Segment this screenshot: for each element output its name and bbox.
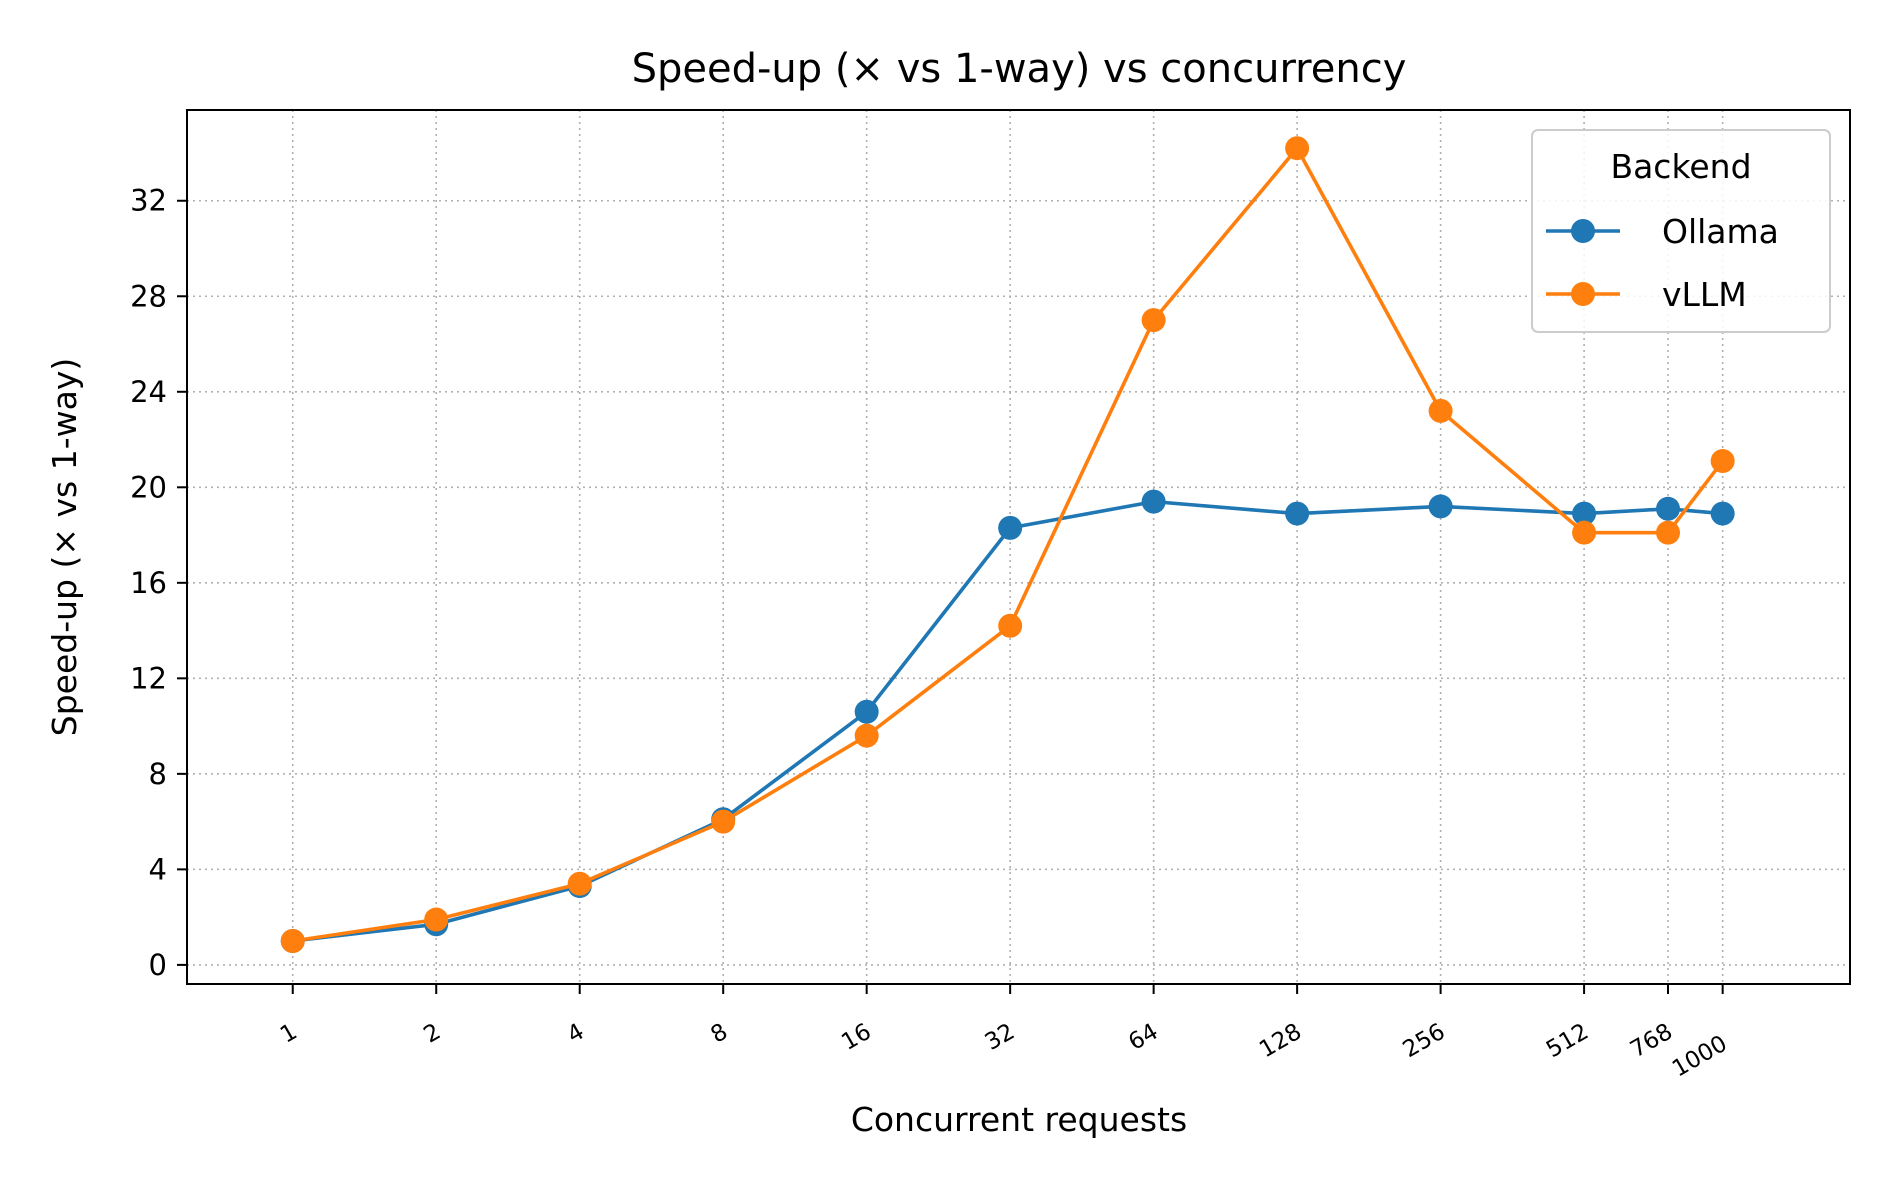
y-tick-label: 20 bbox=[130, 470, 167, 504]
chart-title: Speed-up (× vs 1-way) vs concurrency bbox=[632, 46, 1407, 92]
y-tick-label: 12 bbox=[130, 661, 167, 695]
data-point-ollama bbox=[1141, 489, 1166, 514]
data-point-ollama bbox=[1428, 494, 1453, 519]
legend: Backend Ollama vLLM bbox=[1531, 129, 1831, 333]
y-tick-label: 32 bbox=[130, 184, 167, 218]
y-tick-label: 28 bbox=[130, 279, 167, 313]
data-point-ollama bbox=[1285, 501, 1310, 526]
legend-marker-ollama bbox=[1571, 219, 1595, 243]
y-tick-label: 4 bbox=[149, 852, 167, 886]
legend-items: Ollama vLLM bbox=[1546, 212, 1779, 314]
y-tick-label: 24 bbox=[130, 375, 167, 409]
data-point-ollama bbox=[1656, 496, 1681, 521]
y-axis-label: Speed-up (× vs 1-way) bbox=[45, 358, 84, 736]
legend-label-ollama: Ollama bbox=[1662, 212, 1779, 251]
data-point-ollama bbox=[854, 699, 879, 724]
series-line-ollama bbox=[292, 499, 1723, 943]
data-point-vllm bbox=[1141, 308, 1166, 333]
data-point-ollama bbox=[1572, 501, 1597, 526]
x-axis-label: Concurrent requests bbox=[851, 1100, 1187, 1139]
data-point-ollama bbox=[1710, 501, 1735, 526]
series-layer bbox=[280, 136, 1735, 954]
data-point-vllm bbox=[567, 871, 592, 896]
data-point-vllm bbox=[1572, 520, 1597, 545]
data-point-vllm bbox=[1656, 520, 1681, 545]
data-point-vllm bbox=[424, 907, 449, 932]
data-point-vllm bbox=[711, 809, 736, 834]
legend-box bbox=[1531, 129, 1831, 333]
plot-frame bbox=[186, 109, 1851, 985]
data-point-vllm bbox=[1710, 449, 1735, 474]
data-point-vllm bbox=[854, 723, 879, 748]
y-tick-label: 16 bbox=[130, 566, 167, 600]
series-line-vllm bbox=[292, 146, 1725, 943]
data-point-vllm bbox=[1285, 136, 1310, 161]
y-tick-label: 0 bbox=[149, 948, 167, 982]
legend-marker-vllm bbox=[1571, 282, 1595, 306]
legend-label-vllm: vLLM bbox=[1662, 275, 1747, 314]
legend-title: Backend bbox=[1610, 147, 1751, 186]
y-axis: 0 4 8 12 16 20 24 28 32 bbox=[130, 184, 187, 982]
data-point-vllm bbox=[280, 929, 305, 954]
data-point-vllm bbox=[998, 613, 1023, 638]
data-point-ollama bbox=[998, 515, 1023, 540]
y-tick-label: 8 bbox=[149, 757, 167, 791]
data-point-vllm bbox=[1428, 398, 1453, 423]
